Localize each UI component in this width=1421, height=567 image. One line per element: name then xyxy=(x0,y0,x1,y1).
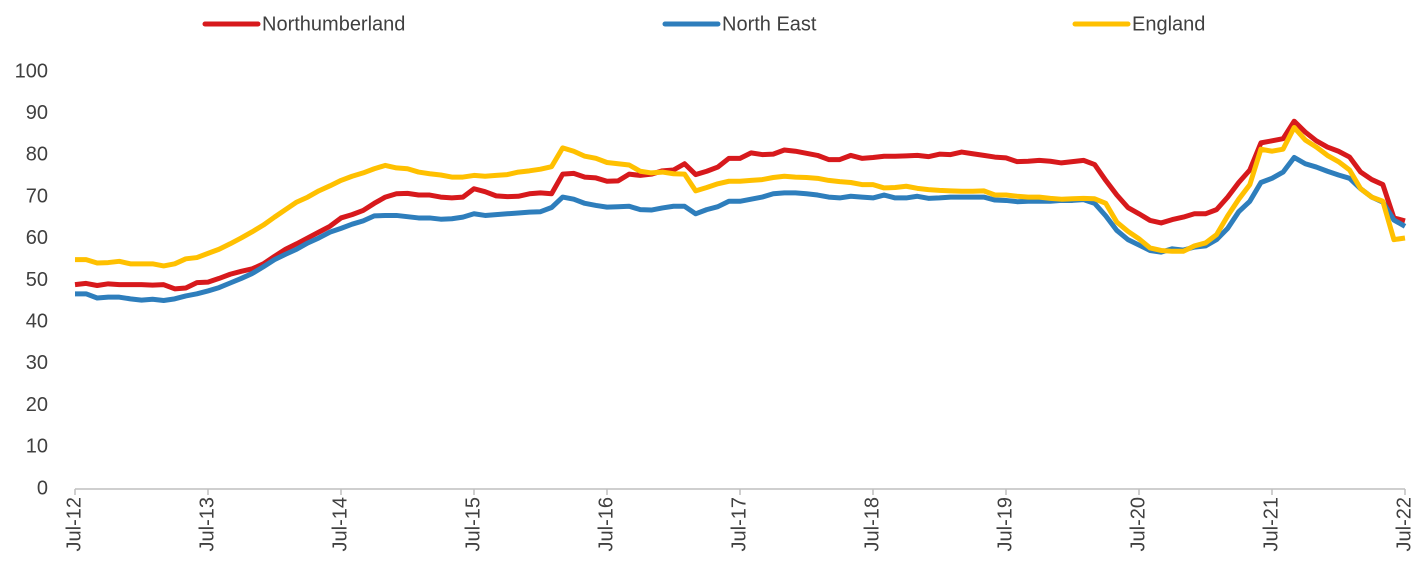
legend-label: North East xyxy=(722,13,817,35)
series-line xyxy=(74,118,1406,292)
x-tick-label: Jul-15 xyxy=(462,497,484,551)
series-line xyxy=(75,124,1406,269)
y-tick-label: 50 xyxy=(26,269,48,291)
x-tick-label: Jul-16 xyxy=(595,497,617,551)
x-tick-label: Jul-13 xyxy=(196,497,218,551)
y-tick-label: 30 xyxy=(26,352,48,374)
y-tick-label: 10 xyxy=(26,436,48,458)
x-tick-label: Jul-18 xyxy=(861,497,883,551)
y-tick-label: 70 xyxy=(26,185,48,207)
y-tick-label: 80 xyxy=(26,144,48,166)
x-tick-label: Jul-17 xyxy=(728,497,750,551)
x-tick-label: Jul-21 xyxy=(1260,497,1282,551)
y-tick-label: 100 xyxy=(15,60,48,82)
x-tick-label: Jul-19 xyxy=(994,497,1016,551)
y-tick-label: 40 xyxy=(26,310,48,332)
legend-label: Northumberland xyxy=(262,13,405,35)
legend-label: England xyxy=(1132,13,1205,35)
x-tick-label: Jul-12 xyxy=(63,497,85,551)
y-tick-label: 90 xyxy=(26,102,48,124)
x-tick-label: Jul-22 xyxy=(1393,497,1415,551)
y-tick-label: 60 xyxy=(26,227,48,249)
x-tick-label: Jul-20 xyxy=(1127,497,1149,551)
y-tick-label: 20 xyxy=(26,394,48,416)
x-tick-label: Jul-14 xyxy=(329,497,351,551)
y-tick-label: 0 xyxy=(37,477,48,499)
